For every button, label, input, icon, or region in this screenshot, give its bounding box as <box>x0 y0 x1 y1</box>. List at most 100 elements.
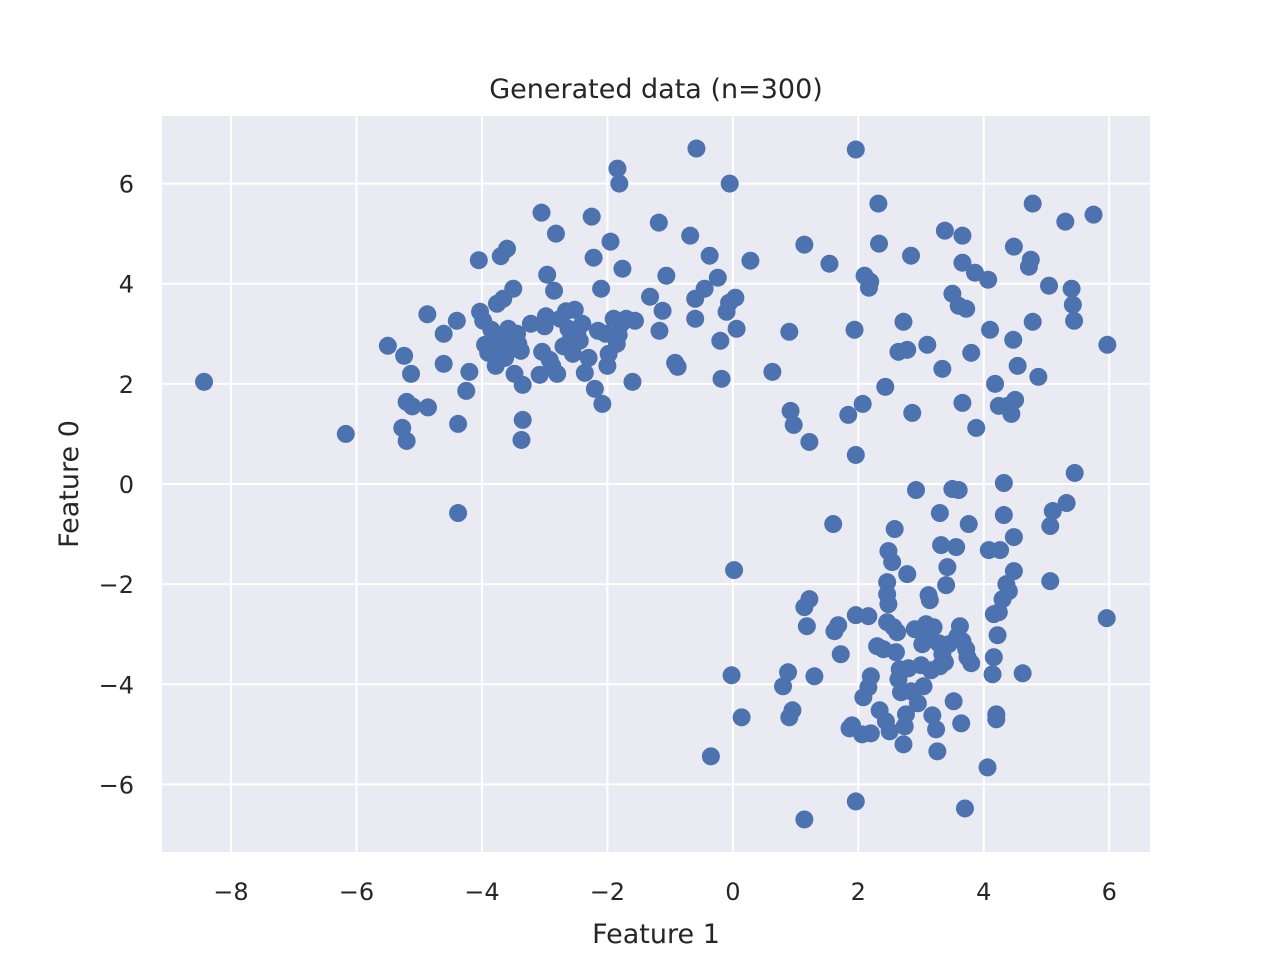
scatter-point <box>1041 517 1060 536</box>
scatter-point <box>1008 356 1027 375</box>
scatter-point <box>397 431 416 450</box>
x-tick-label: −4 <box>464 878 499 906</box>
scatter-point <box>434 354 453 373</box>
data-points <box>195 139 1117 829</box>
scatter-point <box>859 607 878 626</box>
scatter-point <box>1084 205 1103 224</box>
scatter-point <box>511 341 530 360</box>
scatter-point <box>593 394 612 413</box>
scatter-point <box>949 481 968 500</box>
scatter-point <box>1065 311 1084 330</box>
scatter-point <box>861 272 880 291</box>
scatter-point <box>983 665 1002 684</box>
scatter-point <box>981 320 1000 339</box>
scatter-point <box>579 348 598 367</box>
scatter-point <box>1062 279 1081 298</box>
scatter-point <box>920 591 939 610</box>
chart-title: Generated data (n=300) <box>489 74 823 105</box>
scatter-point <box>846 445 865 464</box>
scatter-point <box>987 710 1006 729</box>
scatter-point <box>898 340 917 359</box>
scatter-point <box>950 617 969 636</box>
scatter-point <box>938 558 957 577</box>
scatter-point <box>986 374 1005 393</box>
scatter-point <box>935 221 954 240</box>
scatter-point <box>722 666 741 685</box>
scatter-point <box>1057 494 1076 513</box>
scatter-point <box>701 747 720 766</box>
scatter-point <box>845 320 864 339</box>
scatter-point <box>686 309 705 328</box>
scatter-point <box>1004 237 1023 256</box>
x-tick-label: 2 <box>851 878 866 906</box>
scatter-point <box>876 377 895 396</box>
scatter-point <box>774 677 793 696</box>
scatter-point <box>610 174 629 193</box>
scatter-point <box>732 708 751 727</box>
scatter-point <box>725 561 744 580</box>
scatter-point <box>513 410 532 429</box>
scatter-point <box>195 372 214 391</box>
x-tick-label: −6 <box>339 878 374 906</box>
scatter-point <box>820 254 839 273</box>
y-tick-label: 2 <box>119 371 134 399</box>
scatter-point <box>795 810 814 829</box>
scatter-point <box>944 692 963 711</box>
scatter-point <box>608 159 627 178</box>
scatter-point <box>498 239 517 258</box>
scatter-point <box>545 281 564 300</box>
scatter-point <box>336 424 355 443</box>
scatter-point <box>846 140 865 159</box>
x-axis-label: Feature 1 <box>592 919 720 950</box>
scatter-point <box>434 324 453 343</box>
scatter-point <box>994 506 1013 525</box>
scatter-point <box>908 694 927 713</box>
scatter-point <box>959 515 978 534</box>
scatter-point <box>687 139 706 158</box>
scatter-point <box>1023 194 1042 213</box>
scatter-point <box>903 403 922 422</box>
y-tick-label: 4 <box>119 271 134 299</box>
scatter-point <box>711 331 730 350</box>
scatter-point <box>937 576 956 595</box>
scatter-point <box>853 394 872 413</box>
scatter-point <box>741 251 760 270</box>
scatter-point <box>935 653 954 672</box>
scatter-point <box>521 314 540 333</box>
scatter-point <box>449 414 468 433</box>
scatter-point <box>712 369 731 388</box>
scatter-point <box>979 270 998 289</box>
grid <box>162 116 1150 852</box>
scatter-point <box>504 279 523 298</box>
scatter-point <box>962 654 981 673</box>
scatter-point <box>927 720 946 739</box>
scatter-point <box>933 359 952 378</box>
scatter-point <box>781 401 800 420</box>
scatter-point <box>780 322 799 341</box>
scatter-point <box>1029 367 1048 386</box>
scatter-point <box>805 667 824 686</box>
scatter-point <box>999 582 1018 601</box>
x-tick-label: 0 <box>725 878 740 906</box>
scatter-point <box>530 365 549 384</box>
scatter-point <box>829 616 848 635</box>
scatter-point <box>846 792 865 811</box>
scatter-point <box>930 504 949 523</box>
scatter-point <box>898 565 917 584</box>
y-tick-labels: −6 −4 −2 0 2 4 6 <box>99 171 134 800</box>
scatter-point <box>512 430 531 449</box>
scatter-point <box>894 312 913 331</box>
scatter-point <box>532 203 551 222</box>
scatter-point <box>1040 276 1059 295</box>
scatter-point <box>513 375 532 394</box>
scatter-point <box>901 246 920 265</box>
scatter-point <box>570 331 589 350</box>
scatter-point <box>978 758 997 777</box>
scatter-point <box>932 536 951 555</box>
scatter-point <box>726 288 745 307</box>
scatter-point <box>991 541 1010 560</box>
scatter-point <box>402 364 421 383</box>
scatter-point <box>575 363 594 382</box>
scatter-point <box>839 405 858 424</box>
